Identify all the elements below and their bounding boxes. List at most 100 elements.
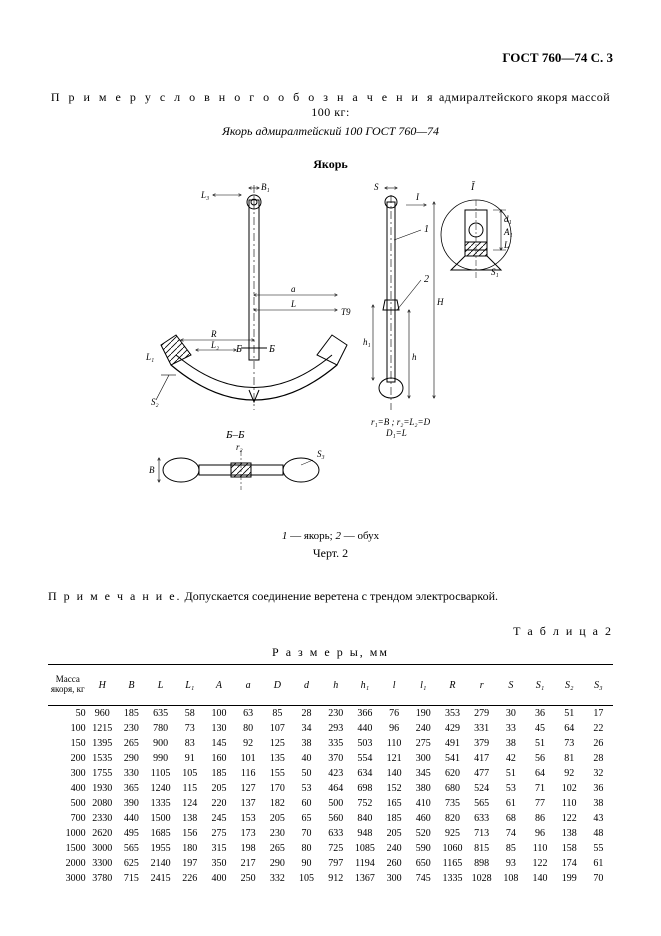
col-H: H (88, 665, 117, 706)
table-cell: 1955 (146, 841, 175, 856)
table-cell: 925 (438, 826, 467, 841)
table-cell: 520 (409, 826, 438, 841)
table-cell: 625 (117, 856, 146, 871)
table-cell: 138 (175, 811, 204, 826)
table-cell: 315 (204, 841, 233, 856)
svg-text:d₁: d₁ (504, 214, 512, 224)
table-cell: 2140 (146, 856, 175, 871)
table-cell: 230 (263, 826, 292, 841)
svg-text:h₁: h₁ (363, 337, 371, 347)
table-cell: 633 (467, 811, 496, 826)
table-cell: 3780 (88, 871, 117, 886)
table-cell: 260 (379, 856, 408, 871)
table-row: 5002080390133512422013718260500752165410… (48, 796, 613, 811)
table-cell: 33 (496, 721, 525, 736)
table-cell: 64 (555, 721, 584, 736)
table-cell: 275 (409, 736, 438, 751)
table-cell: 121 (379, 751, 408, 766)
svg-text:S₁: S₁ (491, 267, 499, 277)
table-cell: 491 (438, 736, 467, 751)
table-cell: 51 (496, 766, 525, 781)
table-cell: 45 (525, 721, 554, 736)
table-cell: 158 (555, 841, 584, 856)
table-cell: 34 (292, 721, 321, 736)
table-cell: 110 (525, 841, 554, 856)
table-cell: 635 (146, 706, 175, 722)
table-cell: 217 (234, 856, 263, 871)
svg-text:a: a (291, 284, 296, 294)
table-cell: 912 (321, 871, 350, 886)
table-cell: 105 (292, 871, 321, 886)
table-cell: 43 (584, 811, 613, 826)
table-cell: 898 (467, 856, 496, 871)
table-cell: 105 (175, 766, 204, 781)
table-cell: 92 (234, 736, 263, 751)
table-cell: 745 (409, 871, 438, 886)
table-cell: 83 (175, 736, 204, 751)
table-cell: 42 (496, 751, 525, 766)
col-h1: h₁ (350, 665, 379, 706)
table-cell: 100 (204, 706, 233, 722)
svg-text:r₂: r₂ (236, 442, 243, 452)
table-body: 5096018563558100638528230366761903532793… (48, 706, 613, 887)
table-cell: 160 (204, 751, 233, 766)
table-cell: 477 (467, 766, 496, 781)
col-L1: L₁ (175, 665, 204, 706)
table-cell: 698 (350, 781, 379, 796)
table-cell: 51 (555, 706, 584, 722)
col-R: R (438, 665, 467, 706)
table-cell: 70 (584, 871, 613, 886)
table-cell: 127 (234, 781, 263, 796)
table-cell: 524 (467, 781, 496, 796)
table-cell: 73 (555, 736, 584, 751)
table-cell: 180 (175, 841, 204, 856)
table-cell: 220 (204, 796, 233, 811)
table-cell: 560 (321, 811, 350, 826)
table-cell: 125 (263, 736, 292, 751)
table-cell: 275 (204, 826, 233, 841)
table-cell: 2415 (146, 871, 175, 886)
table-cell: 1500 (146, 811, 175, 826)
sizes-label: Р а з м е р ы, мм (48, 645, 613, 660)
table-cell: 1335 (438, 871, 467, 886)
table-cell: 135 (263, 751, 292, 766)
table-header-row: Масса якоря, кг H B L L₁ A a D d h h₁ l … (48, 665, 613, 706)
table-row: 1501395265900831459212538335503110275491… (48, 736, 613, 751)
table-cell: 300 (379, 871, 408, 886)
table-cell: 174 (555, 856, 584, 871)
table-cell: 205 (263, 811, 292, 826)
table-cell: 1085 (350, 841, 379, 856)
table-cell: 500 (48, 796, 88, 811)
table-cell: 165 (379, 796, 408, 811)
table-cell: 1194 (350, 856, 379, 871)
table-cell: 503 (350, 736, 379, 751)
table-cell: 990 (146, 751, 175, 766)
table-cell: 81 (555, 751, 584, 766)
svg-text:Б–Б: Б–Б (225, 429, 245, 441)
table-cell: 26 (584, 736, 613, 751)
table-cell: 680 (438, 781, 467, 796)
table-cell: 410 (409, 796, 438, 811)
table-cell: 725 (321, 841, 350, 856)
table-cell: 1535 (88, 751, 117, 766)
table-label: Т а б л и ц а 2 (48, 624, 613, 639)
table-cell: 440 (117, 811, 146, 826)
table-cell: 91 (175, 751, 204, 766)
table-cell: 290 (263, 856, 292, 871)
table-cell: 185 (204, 766, 233, 781)
table-cell: 32 (584, 766, 613, 781)
col-h: h (321, 665, 350, 706)
dimensions-table: Масса якоря, кг H B L L₁ A a D d h h₁ l … (48, 664, 613, 886)
figure-title: Якорь (48, 157, 613, 172)
table-cell: 48 (584, 826, 613, 841)
col-S: S (496, 665, 525, 706)
table-cell: 55 (584, 841, 613, 856)
table-row: 1000262049516851562751732307063394820552… (48, 826, 613, 841)
col-mass: Масса якоря, кг (48, 665, 88, 706)
designation-example: Якорь адмиралтейский 100 ГОСТ 760—74 (48, 124, 613, 139)
col-L: L (146, 665, 175, 706)
table-cell: 115 (175, 781, 204, 796)
table-cell: 30 (496, 706, 525, 722)
table-cell: 3300 (88, 856, 117, 871)
svg-text:L₁: L₁ (145, 352, 154, 362)
